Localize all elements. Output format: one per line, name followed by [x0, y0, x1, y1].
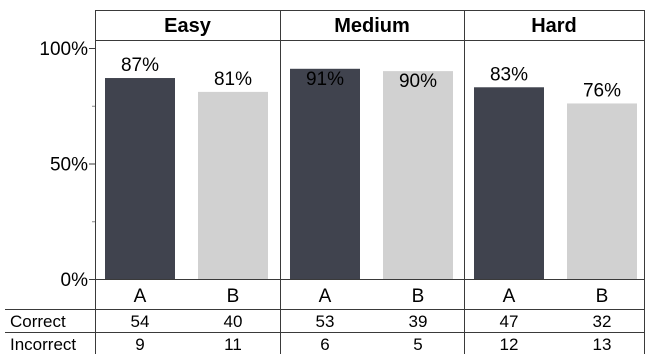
- data-label: 91%: [306, 69, 344, 90]
- category-label: B: [412, 286, 425, 307]
- y-tick-label: 100%: [39, 39, 88, 60]
- data-label: 76%: [583, 80, 621, 101]
- table-row-header: Incorrect: [10, 335, 76, 354]
- y-tick-label: 50%: [50, 155, 88, 176]
- group-title: Easy: [164, 15, 212, 37]
- y-tick-label: 0%: [61, 270, 89, 291]
- bar: [198, 91, 268, 279]
- data-label: 87%: [121, 55, 159, 76]
- table-cell: 47: [500, 312, 519, 331]
- category-label: B: [227, 286, 240, 307]
- table-cell: 12: [500, 335, 519, 354]
- bar: [567, 103, 637, 279]
- category-label: A: [134, 286, 147, 307]
- data-label: 83%: [490, 64, 528, 85]
- table-cell: 6: [320, 335, 329, 354]
- category-label: B: [596, 286, 609, 307]
- table-cell: 32: [593, 312, 612, 331]
- table-cell: 13: [593, 335, 612, 354]
- table-cell: 53: [316, 312, 335, 331]
- labels: 0%50%100%Easy87%A54981%B4011Medium91%A53…: [10, 15, 621, 354]
- table-cell: 39: [409, 312, 428, 331]
- bar: [290, 68, 360, 279]
- table-cell: 54: [131, 312, 150, 331]
- bar: [383, 71, 453, 279]
- table-row-header: Correct: [10, 312, 66, 331]
- grid-lines: [5, 10, 645, 354]
- table-cell: 5: [413, 335, 422, 354]
- data-label: 81%: [214, 69, 252, 90]
- bar: [474, 87, 544, 280]
- bar: [105, 78, 175, 279]
- category-label: A: [319, 286, 332, 307]
- bars: [105, 68, 637, 280]
- table-cell: 40: [224, 312, 243, 331]
- group-title: Medium: [334, 15, 410, 37]
- category-label: A: [503, 286, 516, 307]
- data-label: 90%: [399, 71, 437, 92]
- table-cell: 9: [135, 335, 144, 354]
- table-cell: 11: [224, 335, 242, 354]
- group-title: Hard: [531, 15, 577, 37]
